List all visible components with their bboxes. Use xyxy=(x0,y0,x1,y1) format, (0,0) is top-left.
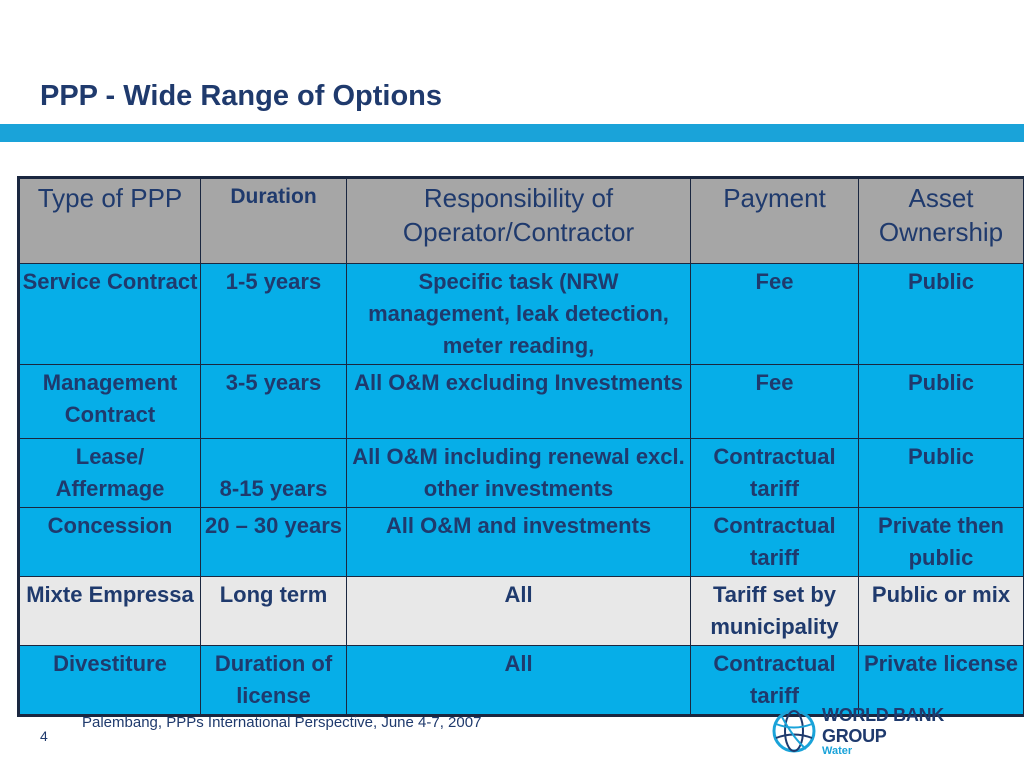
cell-type: Service Contract xyxy=(18,263,201,365)
cell-responsibility: Specific task (NRW management, leak dete… xyxy=(346,263,691,365)
header-ownership: Asset Ownership xyxy=(858,177,1024,264)
header-payment: Payment xyxy=(690,177,859,264)
header-type: Type of PPP xyxy=(18,177,201,264)
cell-payment: Tariff set by municipality xyxy=(690,576,859,646)
ppp-options-table: Type of PPP Duration Responsibility of O… xyxy=(17,176,1024,717)
cell-ownership: Private then public xyxy=(858,507,1024,577)
table-header-row: Type of PPP Duration Responsibility of O… xyxy=(18,177,1024,264)
cell-duration: 20 – 30 years xyxy=(200,507,347,577)
cell-duration: 8-15 years xyxy=(200,438,347,508)
cell-responsibility: All O&M including renewal excl. other in… xyxy=(346,438,691,508)
logo-subtitle: Water xyxy=(822,745,853,757)
page-number: 4 xyxy=(40,728,48,744)
table-row: Mixte Empressa Long term All Tariff set … xyxy=(18,576,1024,646)
cell-ownership: Public or mix xyxy=(858,576,1024,646)
slide-title: PPP - Wide Range of Options xyxy=(40,80,443,112)
cell-responsibility: All O&M excluding Investments xyxy=(346,364,691,439)
table-row: Management Contract 3-5 years All O&M ex… xyxy=(18,364,1024,439)
world-bank-logo: WORLD BANK GROUP Water xyxy=(772,705,1010,757)
table-row: Concession 20 – 30 years All O&M and inv… xyxy=(18,507,1024,577)
title-rule xyxy=(0,124,1024,142)
logo-name: WORLD BANK GROUP xyxy=(822,705,944,746)
cell-responsibility: All xyxy=(346,645,691,716)
footer-text: Palembang, PPPs International Perspectiv… xyxy=(82,714,482,731)
cell-payment: Fee xyxy=(690,263,859,365)
cell-type: Mixte Empressa xyxy=(18,576,201,646)
cell-responsibility: All O&M and investments xyxy=(346,507,691,577)
cell-duration: Duration of license xyxy=(200,645,347,716)
cell-payment: Fee xyxy=(690,364,859,439)
cell-payment: Contractual tariff xyxy=(690,507,859,577)
cell-type: Lease/ Affermage xyxy=(18,438,201,508)
cell-ownership: Private license xyxy=(858,645,1024,716)
header-responsibility: Responsibility of Operator/Contractor xyxy=(346,177,691,264)
cell-ownership: Public xyxy=(858,438,1024,508)
table-row: Service Contract 1-5 years Specific task… xyxy=(18,263,1024,365)
table-row: Divestiture Duration of license All Cont… xyxy=(18,645,1024,716)
cell-ownership: Public xyxy=(858,364,1024,439)
cell-payment: Contractual tariff xyxy=(690,645,859,716)
cell-type: Divestiture xyxy=(18,645,201,716)
cell-duration: 3-5 years xyxy=(200,364,347,439)
cell-ownership: Public xyxy=(858,263,1024,365)
cell-payment: Contractual tariff xyxy=(690,438,859,508)
cell-type: Management Contract xyxy=(18,364,201,439)
header-duration: Duration xyxy=(200,177,347,264)
cell-duration: 1-5 years xyxy=(200,263,347,365)
globe-icon xyxy=(772,709,816,753)
table-row: Lease/ Affermage 8-15 years All O&M incl… xyxy=(18,438,1024,508)
cell-duration: Long term xyxy=(200,576,347,646)
cell-type: Concession xyxy=(18,507,201,577)
cell-responsibility: All xyxy=(346,576,691,646)
